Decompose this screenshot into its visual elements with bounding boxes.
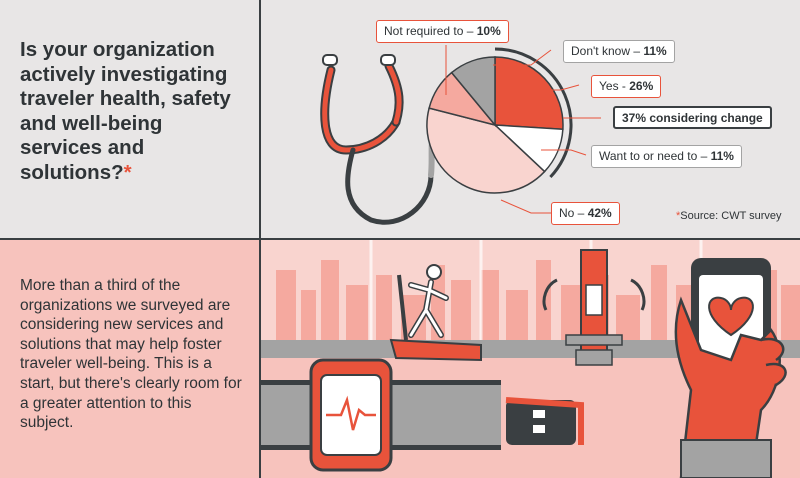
question-panel: Is your organization actively investigat… (0, 0, 259, 238)
illustration-panel (261, 240, 800, 478)
weight-machine-icon (542, 249, 646, 366)
label-considering-change: 37% considering change (613, 106, 772, 129)
pie-slice-dont-know (450, 56, 496, 128)
stethoscope-icon (320, 54, 439, 225)
label-not-required: Not required to – 10% (376, 20, 509, 43)
considering-change-bracket (494, 47, 573, 179)
pie-chart (320, 45, 601, 225)
smartwatch-icon (261, 358, 584, 472)
question-asterisk: * (123, 160, 132, 184)
gym-illustration (261, 240, 800, 478)
treadmill-icon (389, 264, 482, 362)
body-paragraph: More than a third of the organizations w… (20, 277, 242, 432)
label-yes: Yes - 26% (591, 75, 662, 98)
text-panel: More than a third of the organizations w… (0, 240, 259, 478)
pie-slice-no (426, 107, 546, 194)
horizontal-divider (0, 238, 800, 240)
pie-slice-yes (494, 56, 564, 131)
question-text: Is your organization actively investigat… (20, 38, 231, 184)
label-dont-know: Don't know – 11% (563, 40, 675, 63)
question-heading: Is your organization actively investigat… (20, 38, 245, 185)
label-no: No – 42% (551, 202, 620, 225)
hand-icon (674, 296, 787, 478)
label-want-to: Want to or need to – 11% (591, 145, 742, 168)
chart-panel: Not required to – 10% Don't know – 11% Y… (261, 0, 800, 238)
source-note: *Source: CWT survey (676, 210, 782, 222)
label-connectors (445, 45, 601, 214)
pie-slices (426, 56, 564, 194)
